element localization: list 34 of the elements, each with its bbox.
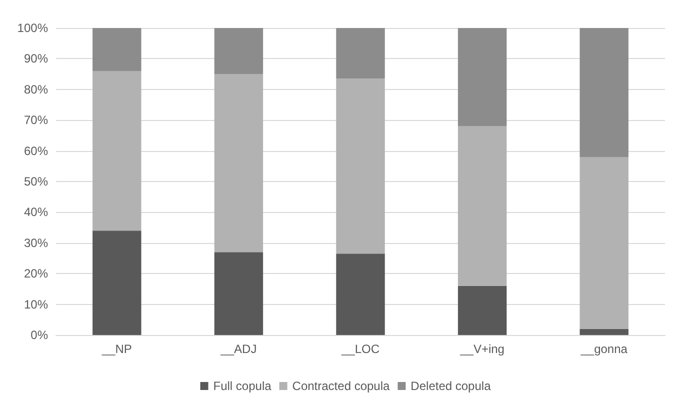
y-tick-label: 100% — [17, 21, 48, 35]
y-tick-label: 10% — [24, 297, 48, 312]
x-tick-label: __gonna — [580, 342, 628, 356]
bar — [336, 78, 385, 254]
y-tick-label: 90% — [24, 52, 48, 66]
bar — [580, 28, 628, 157]
y-tick-label: 60% — [24, 144, 48, 158]
legend-label: Full copula — [213, 379, 272, 393]
x-tick-label: __V+ing — [459, 342, 504, 356]
x-tick-label: __LOC — [340, 342, 380, 356]
bar — [92, 70, 142, 231]
bar — [336, 28, 385, 79]
legend-label: Deleted copula — [410, 379, 492, 393]
y-tick-label: 0% — [30, 328, 48, 342]
y-tick-label: 80% — [24, 82, 48, 96]
y-tick-label: 20% — [24, 266, 48, 281]
bar — [214, 28, 264, 74]
bar — [458, 286, 507, 335]
bar — [214, 74, 264, 252]
bar — [336, 254, 385, 335]
y-tick-label: 50% — [24, 174, 48, 188]
bar — [580, 328, 628, 335]
x-tick-label: __NP — [100, 342, 132, 356]
bar — [458, 126, 507, 286]
bar — [458, 28, 507, 126]
legend-label: Contracted copula — [292, 379, 390, 393]
x-tick-label: __ADJ — [220, 342, 257, 356]
bar — [92, 230, 142, 335]
y-tick-label: 40% — [24, 205, 48, 220]
y-tick-label: 70% — [24, 113, 48, 128]
bar — [92, 28, 142, 71]
bar — [580, 156, 628, 329]
y-tick-label: 30% — [24, 236, 48, 250]
bar — [214, 252, 264, 335]
